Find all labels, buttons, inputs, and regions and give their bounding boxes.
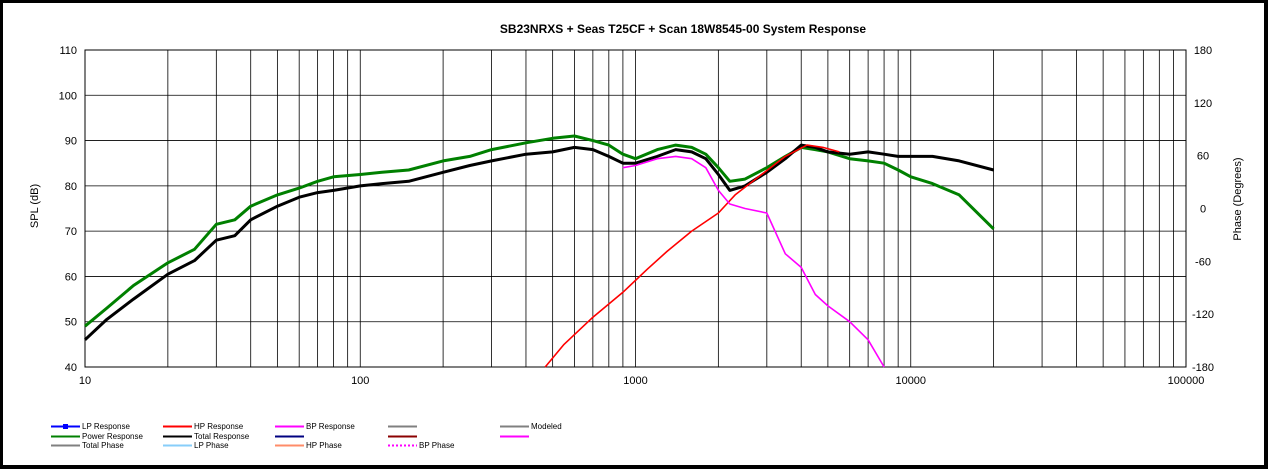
legend-item: Power Response [51,432,143,441]
legend-label: Total Phase [82,441,124,450]
legend-label: BP Phase [419,441,455,450]
x-tick-label: 100 [351,375,369,387]
x-tick-label: 10000 [895,375,926,387]
legend-item: LP Response [51,422,130,431]
legend-label: HP Response [194,422,244,431]
series-power-response [84,134,995,328]
tick-labels: 10 100 1000 10000 100000 40 50 60 70 80 90 100 110 -1… [59,45,1214,387]
y2-tick-label: -180 [1192,362,1214,374]
legend-label: BP Response [306,422,355,431]
y-tick-label: 110 [59,45,77,57]
legend-label: Total Response [194,432,250,441]
legend: LP Response HP Response BP Response Modeled… [51,422,562,450]
y-tick-label: 50 [65,317,77,329]
chart-title: SB23NRXS + Seas T25CF + Scan 18W8545-00 … [500,22,867,36]
legend-item: LP Phase [163,441,229,450]
legend-label: Modeled [531,422,562,431]
response-chart: SB23NRXS + Seas T25CF + Scan 18W8545-00 … [29,22,1244,450]
y-axis-label: SPL (dB) [29,184,41,228]
grid [84,49,1187,368]
legend-item: BP Phase [388,441,455,450]
y2-tick-label: 180 [1194,45,1212,57]
x-tick-label: 10 [79,375,91,387]
y-tick-label: 70 [65,226,77,238]
legend-label: LP Phase [194,441,229,450]
y-tick-label: 40 [65,362,77,374]
y2-tick-label: 60 [1197,151,1209,163]
y2-tick-label: -60 [1195,256,1211,268]
legend-marker [63,424,68,429]
series-layer [83,134,995,368]
legend-item: Total Response [163,432,250,441]
x-tick-label: 1000 [623,375,647,387]
y2-tick-label: 120 [1194,98,1212,110]
legend-item: Modeled [500,422,562,431]
chart-frame: SB23NRXS + Seas T25CF + Scan 18W8545-00 … [3,3,1264,465]
series-bp-response [622,155,885,368]
y-tick-label: 80 [65,181,77,193]
legend-item: HP Response [163,422,244,431]
x-tick-label: 100000 [1168,375,1205,387]
y-tick-label: 60 [65,271,77,283]
legend-label: LP Response [82,422,130,431]
legend-label: HP Phase [306,441,342,450]
y-tick-label: 100 [59,90,77,102]
y2-tick-label: 0 [1200,204,1206,216]
series-hp-response [544,144,840,368]
y2-tick-label: -120 [1192,309,1214,321]
legend-item: HP Phase [275,441,342,450]
legend-item: BP Response [275,422,355,431]
legend-label: Power Response [82,432,143,441]
series-total-response [83,143,994,341]
legend-item: Total Phase [51,441,124,450]
y-tick-label: 90 [65,136,77,148]
y2-axis-label: Phase (Degrees) [1232,157,1244,240]
